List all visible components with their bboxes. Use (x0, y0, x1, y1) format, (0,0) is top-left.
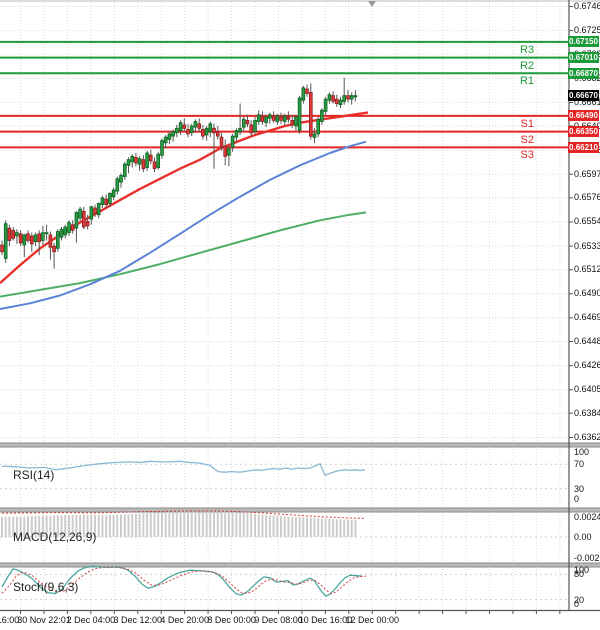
stoch-axis-label: 100 (574, 565, 590, 575)
time-axis-label: 9 Dec 08:00 (254, 615, 303, 625)
support-price-badge-s1: 0.66490 (568, 110, 599, 122)
time-axis-label: 16:00 (0, 615, 20, 625)
macd-axis-label: 0.002457 (574, 512, 600, 522)
macd-histogram (1, 511, 357, 537)
support-price-badge-s3: 0.66210 (568, 141, 599, 153)
macd-label: MACD(12,26,9) (13, 530, 97, 544)
macd-axis-label: -0.002146 (574, 553, 600, 563)
rsi-axis-label: 30 (574, 483, 585, 494)
price-axis-label: 0.67465 (574, 1, 600, 11)
panel-separator (0, 443, 600, 447)
rsi-axis-label: 70 (574, 459, 585, 470)
price-axis-label: 0.64905 (574, 288, 600, 299)
axis-ticks (20, 6, 573, 614)
price-axis-label: 0.66400 (574, 121, 600, 131)
price-axis-label: 0.63625 (574, 431, 600, 442)
rsi-axis-label: 100 (574, 447, 590, 457)
time-axis-label: 30 Nov 22:01 (17, 615, 71, 625)
rsi-axis-label: 0 (574, 494, 580, 504)
time-axis-label: 12 Dec 00:00 (345, 615, 400, 625)
resistance-price-badge-r2: 0.67010 (568, 52, 599, 64)
price-axis-label: 0.64265 (574, 360, 600, 371)
rsi-label: RSI(14) (13, 468, 55, 482)
resistance-label-r2: R2 (519, 59, 534, 72)
time-axis-label: 3 Dec 12:00 (113, 615, 163, 625)
panel-separator (0, 563, 600, 567)
time-axis-label: 4 Dec 20:00 (160, 615, 209, 625)
panel-separator-edge (0, 507, 600, 513)
time-axis-label: 2 Dec 04:00 (66, 615, 116, 625)
time-axis-label: 10 Dec 16:00 (298, 615, 353, 625)
candles-bullish (3, 87, 358, 259)
resistance-label-r3: R3 (519, 43, 534, 56)
ma-mid-blue-line (0, 140, 367, 310)
macd-signal-line (1, 510, 366, 519)
support-label-s1: S1 (520, 117, 534, 130)
stoch-d-line (1, 566, 367, 595)
resistance-price-badge-r3: 0.67150 (568, 36, 599, 48)
support-price-badge-s2: 0.66350 (568, 126, 599, 138)
resistance-label-r1: R1 (519, 75, 534, 88)
stoch-axis-label: 80 (574, 569, 585, 580)
chart-shift-marker-icon[interactable] (368, 1, 376, 7)
stoch-axis-label: 0 (574, 599, 580, 609)
ma-slow-green-line (0, 211, 367, 298)
stoch-k-line (1, 565, 363, 597)
support-label-s2: S2 (520, 133, 534, 146)
macd-axis-label: 0.00 (574, 532, 592, 542)
candles-bearish (0, 88, 350, 253)
time-axis-label: 8 Dec 00:00 (207, 615, 256, 625)
rsi-line (1, 460, 366, 476)
current-price-badge: 0.66670 (568, 90, 599, 102)
panel-separator-edge (0, 442, 600, 448)
panel-separator (0, 508, 600, 512)
price-axis-label: 0.65545 (574, 216, 600, 227)
resistance-price-badge-r1: 0.66870 (568, 67, 599, 79)
stoch-label: Stoch(9,6,3) (13, 580, 79, 594)
support-label-s3: S3 (520, 149, 534, 162)
stoch-axis-label: 20 (574, 594, 585, 605)
